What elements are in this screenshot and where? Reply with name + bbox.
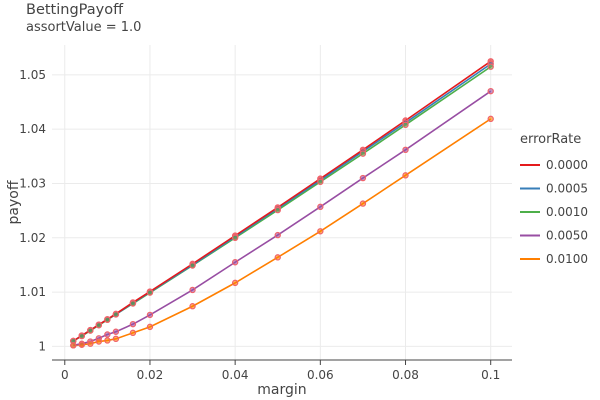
legend-label: 0.0005 — [546, 182, 588, 196]
data-point — [146, 289, 154, 296]
legend-title: errorRate — [520, 132, 581, 147]
legend-label: 0.0100 — [546, 252, 588, 266]
data-point — [112, 335, 120, 343]
data-point — [274, 206, 281, 214]
x-axis-label: margin — [257, 382, 306, 398]
data-point — [317, 228, 324, 235]
data-point — [231, 234, 239, 242]
x-tick-label: 0.02 — [137, 368, 164, 382]
data-point — [129, 300, 137, 307]
y-tick-label: 1.03 — [19, 176, 46, 190]
data-point — [95, 322, 103, 329]
data-point — [78, 332, 86, 340]
data-point — [189, 303, 196, 310]
x-tick-label: 0.04 — [222, 368, 249, 382]
data-point — [274, 231, 281, 239]
chart-title: BettingPayoff — [26, 2, 124, 18]
data-point — [274, 254, 281, 261]
y-tick-label: 1 — [38, 339, 46, 353]
legend-label: 0.0000 — [546, 158, 588, 172]
y-axis-label: payoff — [6, 180, 22, 224]
data-point — [231, 279, 239, 287]
data-point — [146, 311, 154, 319]
data-point — [146, 323, 154, 331]
data-point — [129, 320, 137, 328]
data-point — [104, 316, 111, 324]
data-point — [129, 329, 137, 337]
data-point — [359, 150, 367, 157]
chart-subtitle: assortValue = 1.0 — [26, 20, 142, 35]
legend-label: 0.0010 — [546, 205, 588, 219]
data-point — [87, 327, 94, 334]
data-point — [402, 121, 409, 129]
data-point — [87, 340, 94, 347]
data-point — [189, 286, 196, 294]
data-point — [317, 203, 324, 211]
data-point — [317, 178, 324, 186]
data-point — [70, 342, 77, 349]
data-point — [487, 115, 494, 123]
series-line-0.0000 — [72, 60, 492, 342]
data-point — [112, 328, 120, 335]
y-tick-label: 1.01 — [19, 285, 46, 299]
data-point — [359, 174, 367, 182]
data-point — [359, 200, 367, 207]
data-point — [402, 172, 409, 179]
data-point — [112, 311, 120, 318]
data-point — [104, 331, 111, 338]
data-point — [231, 259, 239, 266]
y-tick-label: 1.05 — [19, 68, 46, 82]
x-tick-label: 0 — [61, 368, 69, 382]
data-point — [78, 341, 86, 348]
data-point — [104, 337, 111, 344]
data-point — [189, 262, 196, 269]
y-tick-label: 1.02 — [19, 231, 46, 245]
data-point — [487, 63, 494, 70]
data-point — [487, 87, 494, 95]
data-point — [402, 146, 409, 154]
data-point — [95, 338, 103, 345]
y-tick-label: 1.04 — [19, 122, 46, 136]
x-tick-label: 0.06 — [307, 368, 334, 382]
x-tick-label: 0.1 — [481, 368, 500, 382]
legend-label: 0.0050 — [546, 229, 588, 243]
x-tick-label: 0.08 — [392, 368, 419, 382]
